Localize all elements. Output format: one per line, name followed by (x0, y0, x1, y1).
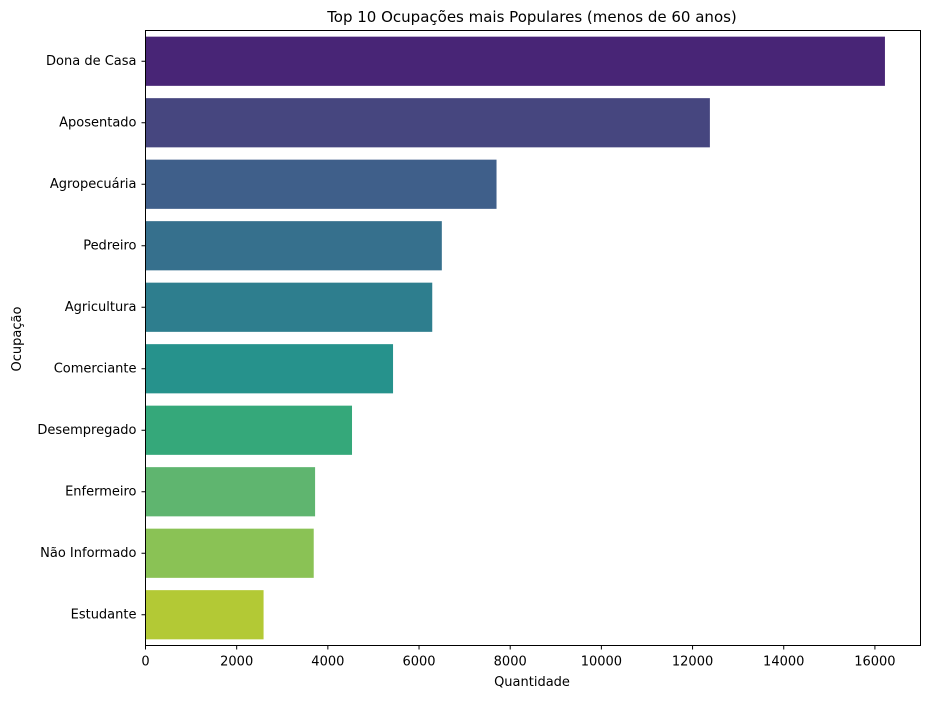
bar-3 (145, 221, 442, 271)
x-tick-label: 14000 (763, 655, 804, 670)
bar-4 (145, 282, 433, 332)
bar-9 (145, 590, 264, 640)
x-tick-label: 2000 (220, 655, 253, 670)
bars-group (145, 36, 885, 640)
y-tick-label: Enfermeiro (65, 484, 136, 499)
x-axis: 0 2000 4000 6000 8000 10000 12000 14000 16000 (141, 645, 896, 670)
y-tick-label: Comerciante (54, 361, 137, 376)
x-axis-label: Quantidade (494, 675, 570, 690)
y-tick-label: Desempregado (37, 423, 136, 438)
y-tick-label: Não Informado (40, 546, 136, 561)
bar-5 (145, 344, 394, 394)
x-tick-label: 12000 (672, 655, 713, 670)
bar-6 (145, 405, 353, 455)
y-tick-label: Dona de Casa (46, 54, 136, 69)
x-tick-label: 6000 (402, 655, 435, 670)
x-tick-label: 8000 (494, 655, 527, 670)
y-tick-label: Agricultura (65, 300, 137, 315)
chart-title: Top 10 Ocupações mais Populares (menos d… (326, 8, 737, 26)
x-tick-label: 0 (141, 655, 149, 670)
plot-frame (145, 30, 921, 646)
y-tick-label: Agropecuária (50, 177, 137, 192)
bar-1 (145, 98, 710, 148)
x-tick-label: 16000 (854, 655, 895, 670)
y-tick-label: Estudante (71, 607, 137, 622)
bar-2 (145, 159, 497, 209)
bar-8 (145, 528, 314, 578)
y-axis: Dona de Casa Aposentado Agropecuária Pedrei… (37, 54, 146, 622)
x-tick-label: 4000 (311, 655, 344, 670)
y-axis-label: Ocupação (10, 307, 25, 372)
bar-7 (145, 467, 316, 517)
y-tick-label: Aposentado (59, 115, 136, 130)
x-tick-label: 10000 (581, 655, 622, 670)
bar-0 (145, 36, 885, 86)
y-tick-label: Pedreiro (83, 238, 136, 253)
